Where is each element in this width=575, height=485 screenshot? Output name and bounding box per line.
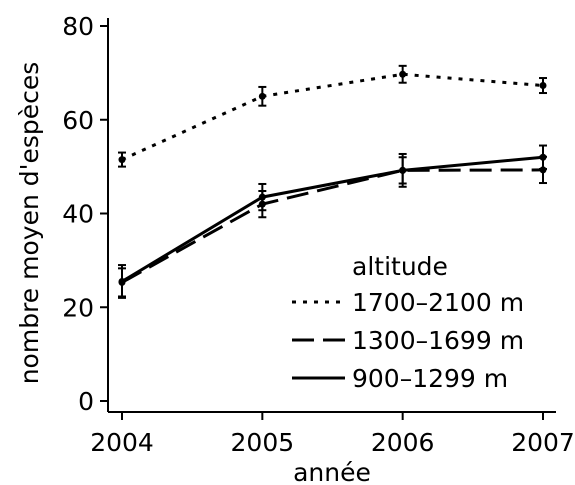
legend-items: 1700–2100 m 1300–1699 m 900–1299 m: [292, 288, 524, 393]
y-tick-label: 0: [78, 387, 94, 416]
legend-item: 1700–2100 m: [292, 288, 524, 317]
x-tick-label: 2004: [90, 428, 154, 457]
legend: altitude 1700–2100 m 1300–1699 m 900–1299 …: [292, 252, 524, 393]
legend-item: 900–1299 m: [292, 364, 508, 393]
data-point: [399, 70, 407, 78]
data-point: [399, 166, 407, 174]
series-line: [121, 72, 544, 161]
data-point: [539, 82, 547, 90]
data-point: [258, 92, 266, 100]
data-point: [118, 277, 126, 285]
series-2: [118, 144, 547, 299]
x-tick-label: 2007: [511, 428, 575, 457]
series-layer: [118, 64, 547, 299]
series-line: [121, 155, 544, 283]
data-point: [539, 153, 547, 161]
y-tick-label: 40: [62, 200, 94, 229]
y-tick-label: 80: [62, 12, 94, 41]
data-point: [118, 156, 126, 164]
legend-label: 1300–1699 m: [352, 326, 524, 355]
x-axis-title: année: [293, 458, 371, 485]
x-ticks: 2004 2005 2006 2007: [90, 412, 575, 457]
x-tick-label: 2006: [371, 428, 435, 457]
x-tick-label: 2005: [231, 428, 295, 457]
y-axis: 0 20 40 60 80: [62, 12, 109, 416]
y-tick-label: 20: [62, 293, 94, 322]
y-tick-label: 60: [62, 106, 94, 135]
legend-item: 1300–1699 m: [292, 326, 524, 355]
series-1: [118, 155, 547, 298]
y-ticks: 0 20 40 60 80: [62, 12, 108, 416]
series-0: [118, 64, 547, 168]
legend-label: 900–1299 m: [352, 364, 508, 393]
data-point: [258, 193, 266, 201]
y-axis-title: nombre moyen d'espèces: [15, 62, 44, 385]
x-axis: 2004 2005 2006 2007: [90, 411, 575, 457]
legend-label: 1700–2100 m: [352, 288, 524, 317]
legend-title: altitude: [352, 252, 448, 281]
series-line: [121, 168, 544, 284]
